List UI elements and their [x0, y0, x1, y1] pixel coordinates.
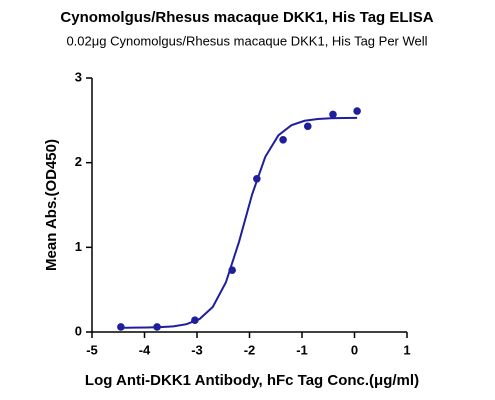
fit-curve	[120, 116, 358, 329]
data-point	[303, 122, 312, 131]
chart-subtitle: 0.02μg Cynomolgus/Rhesus macaque DKK1, H…	[66, 33, 427, 48]
x-tick-label: -1	[296, 342, 308, 357]
x-axis-label: Log Anti-DKK1 Antibody, hFc Tag Conc.(μg…	[85, 372, 419, 389]
y-axis-label: Mean Abs.(OD450)	[43, 139, 60, 271]
y-tick-label: 1	[75, 239, 82, 254]
y-tick-label: 0	[75, 323, 82, 338]
x-tick-label: -2	[244, 342, 256, 357]
data-point	[228, 266, 236, 274]
x-tick-label: 0	[351, 342, 358, 357]
x-tick-label: 1	[403, 342, 410, 357]
data-point	[153, 323, 161, 331]
data-point	[279, 136, 287, 144]
data-point	[329, 110, 337, 119]
data-point	[253, 174, 261, 183]
y-tick-label: 3	[75, 69, 82, 84]
x-tick-label: -4	[139, 342, 151, 357]
x-tick-label: -5	[86, 342, 98, 357]
data-point	[191, 316, 199, 324]
chart-title: Cynomolgus/Rhesus macaque DKK1, His Tag …	[60, 9, 433, 26]
data-point	[117, 323, 125, 331]
y-tick-label: 2	[75, 154, 82, 169]
data-point	[353, 107, 361, 115]
x-tick-label: -3	[191, 342, 203, 357]
